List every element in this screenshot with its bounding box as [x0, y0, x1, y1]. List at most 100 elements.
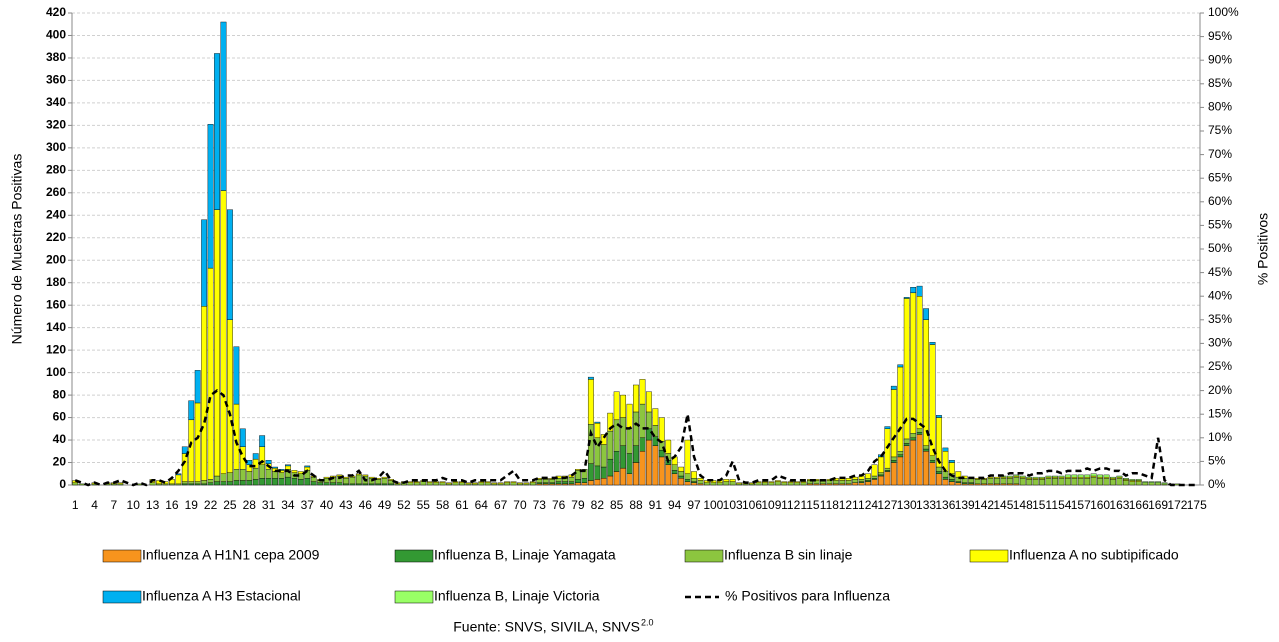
bar-segment: [420, 481, 427, 486]
source-sup: 2.0: [641, 617, 654, 627]
bar-segment: [639, 379, 646, 405]
x-tick-label: 22: [204, 498, 218, 512]
x-tick-label: 16: [165, 498, 179, 512]
bar-segment: [542, 479, 549, 483]
bar-segment: [774, 481, 781, 486]
legend-swatch: [394, 549, 434, 563]
bar-segment: [246, 480, 253, 486]
legend-swatch: [102, 549, 142, 563]
bar-segment: [510, 481, 517, 483]
bar-segment: [285, 465, 291, 470]
bar-segment: [1052, 475, 1058, 478]
bar-segment: [878, 472, 884, 476]
x-tick-label: 25: [223, 498, 237, 512]
x-tick-label: 172: [1167, 498, 1187, 512]
bar-segment: [916, 428, 923, 433]
bar-segment: [620, 467, 627, 486]
bar-segment: [1097, 478, 1103, 486]
bar-segment: [149, 482, 156, 486]
bar-segment: [1129, 481, 1136, 486]
bar-segment: [188, 419, 195, 482]
y2-tick-label: 65%: [1208, 170, 1232, 184]
x-tick-label: 118: [820, 498, 839, 512]
legend-label: Influenza A no subtipificado: [1009, 547, 1179, 563]
y2-tick-label: 25%: [1208, 359, 1232, 373]
bar-segment: [936, 471, 942, 474]
bar-segment: [794, 482, 801, 486]
bar-segment: [291, 478, 298, 486]
bar-segment: [878, 475, 884, 486]
bar-segment: [1155, 482, 1162, 486]
bar-segment: [581, 478, 588, 483]
bar-segment: [201, 306, 208, 481]
bar-segment: [523, 482, 530, 485]
bar-segment: [188, 481, 195, 485]
y2-tick-label: 50%: [1208, 241, 1232, 255]
x-tick-label: 139: [955, 498, 975, 512]
bar-segment: [1116, 478, 1123, 486]
bar-segment: [703, 482, 710, 486]
bar-segment: [865, 478, 871, 481]
bar-segment: [697, 478, 704, 481]
x-tick-label: 133: [916, 498, 936, 512]
bar-segment: [729, 481, 736, 486]
bar-segment: [220, 21, 227, 191]
bar-segment: [78, 483, 85, 486]
x-tick-label: 7: [111, 498, 118, 512]
bar-segment: [272, 466, 278, 469]
bar-segment: [955, 482, 962, 486]
bar-segment: [1064, 474, 1071, 478]
bar-segment: [639, 403, 646, 439]
bar-segment: [330, 482, 336, 486]
bar-segment: [568, 476, 575, 482]
bar-segment: [936, 466, 942, 472]
bar-segment: [239, 469, 246, 481]
bar-segment: [987, 478, 994, 485]
bar-segment: [381, 476, 388, 479]
y-tick-label: 280: [46, 163, 66, 177]
y2-axis-title: % Positivos: [1255, 213, 1271, 285]
bar-segment: [1090, 476, 1097, 486]
legend-label: % Positivos para Influenza: [725, 588, 890, 604]
bar-segment: [607, 458, 614, 477]
bar-segment: [923, 445, 929, 450]
bar-segment: [897, 364, 904, 368]
bar-segment: [633, 411, 639, 446]
bar-segment: [684, 481, 691, 486]
bar-segment: [233, 346, 240, 405]
bar-segment: [227, 319, 233, 473]
bar-segment: [890, 385, 897, 390]
bar-segment: [890, 462, 897, 486]
bar-segment: [652, 445, 659, 486]
bar-segment: [259, 478, 266, 486]
bar-segment: [723, 481, 730, 486]
bar-segment: [600, 444, 607, 468]
bar-segment: [948, 462, 955, 474]
bar-segment: [529, 482, 536, 486]
bar-segment: [736, 482, 743, 485]
y-tick-label: 140: [46, 320, 66, 334]
bar-segment: [343, 478, 349, 485]
bar-segment: [607, 475, 614, 486]
x-tick-label: 76: [552, 498, 566, 512]
y-tick-label: 400: [46, 28, 66, 42]
x-tick-label: 52: [397, 498, 411, 512]
bar-segment: [117, 482, 124, 485]
bar-segment: [175, 474, 182, 485]
x-tick-label: 58: [436, 498, 450, 512]
bar-segment: [252, 453, 259, 460]
y2-tick-label: 55%: [1208, 218, 1232, 232]
bar-segment: [272, 471, 278, 479]
bar-segment: [774, 480, 781, 482]
bar-segment: [910, 439, 917, 486]
bar-segment: [201, 480, 208, 485]
x-tick-label: 40: [320, 498, 334, 512]
y-tick-label: 180: [46, 275, 66, 289]
bar-segment: [227, 481, 233, 486]
bar-segment: [227, 209, 233, 321]
bar-segment: [839, 480, 846, 485]
x-tick-label: 31: [262, 498, 276, 512]
bar-segment: [858, 482, 865, 486]
bar-segment: [903, 443, 910, 446]
y-tick-label: 300: [46, 140, 66, 154]
